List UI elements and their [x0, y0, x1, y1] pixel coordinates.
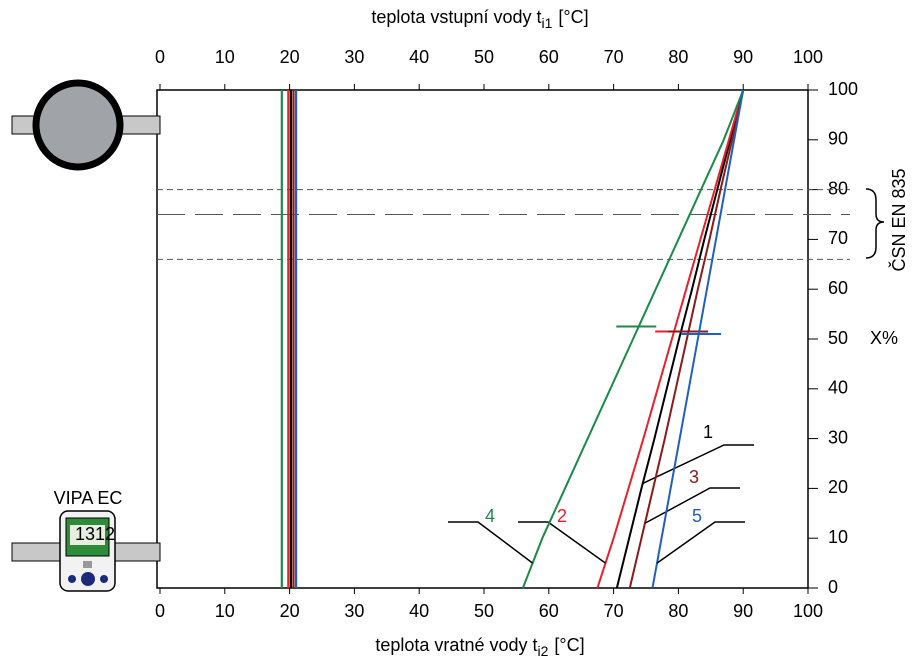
x-label-top-text: teplota vstupní vody t	[371, 7, 541, 27]
meter-button	[81, 572, 95, 586]
x-label-bottom-text: teplota vratné vody t	[375, 635, 537, 655]
x-label-bottom-unit: [°C]	[554, 635, 584, 655]
x-tick-label: 40	[409, 601, 429, 621]
y-tick-label: 40	[828, 378, 848, 398]
band-bracket	[865, 188, 885, 259]
y-tick-label: 30	[828, 427, 848, 447]
y-tick-label: 20	[828, 477, 848, 497]
y-tick-label: 90	[828, 129, 848, 149]
y-tick-label: 70	[828, 228, 848, 248]
x-tick-label: 50	[474, 47, 494, 67]
x-tick-label: 50	[474, 601, 494, 621]
y-label: X%	[870, 328, 898, 348]
x-tick-label: 0	[155, 601, 165, 621]
series-label: 2	[557, 506, 567, 526]
leader-line	[448, 521, 534, 564]
x-tick-label: 80	[668, 47, 688, 67]
x-tick-label: 20	[280, 601, 300, 621]
y-tick-label: 0	[828, 577, 838, 597]
x-label-top-unit: [°C]	[558, 7, 588, 27]
x-tick-label: 70	[604, 47, 624, 67]
series-label: 1	[703, 422, 713, 442]
x-tick-label: 90	[733, 47, 753, 67]
leader-line	[518, 521, 606, 564]
series-line	[615, 89, 745, 589]
series-label: 4	[485, 506, 495, 526]
series-line	[651, 89, 745, 589]
leader-line	[656, 521, 745, 564]
device-label: VIPA EC	[54, 488, 123, 508]
x-tick-label: 100	[793, 601, 823, 621]
x-tick-label: 90	[733, 601, 753, 621]
x-tick-label: 10	[215, 601, 235, 621]
x-label-top-sub: i1	[542, 15, 553, 31]
x-tick-label: 80	[668, 601, 688, 621]
meter-led	[83, 561, 92, 568]
x-label-bottom: teplota vratné vody ti2 [°C]	[375, 635, 584, 659]
x-tick-label: 0	[155, 47, 165, 67]
x-tick-label: 70	[604, 601, 624, 621]
y-tick-label: 80	[828, 178, 848, 198]
x-tick-label: 60	[539, 47, 559, 67]
meter-display	[70, 525, 105, 545]
series-line	[521, 89, 745, 589]
meter-value: 1312	[75, 524, 115, 544]
band-label: ČSN EN 835	[888, 168, 909, 271]
meter-button	[100, 575, 108, 583]
x-label-top: teplota vstupní vody ti1 [°C]	[371, 7, 588, 31]
series-label: 3	[689, 467, 699, 487]
series-line	[596, 89, 745, 589]
series-label: 5	[692, 506, 702, 526]
y-tick-label: 10	[828, 527, 848, 547]
x-tick-label: 30	[344, 601, 364, 621]
sensor	[32, 79, 124, 171]
x-tick-label: 30	[344, 47, 364, 67]
x-tick-label: 20	[280, 47, 300, 67]
x-label-bottom-sub: i2	[538, 643, 549, 659]
leader-line	[642, 444, 754, 485]
series-line	[628, 89, 745, 589]
y-tick-label: 50	[828, 328, 848, 348]
x-tick-label: 60	[539, 601, 559, 621]
x-tick-label: 40	[409, 47, 429, 67]
x-tick-label: 10	[215, 47, 235, 67]
y-tick-label: 100	[828, 79, 858, 99]
y-tick-label: 60	[828, 278, 848, 298]
x-tick-label: 100	[793, 47, 823, 67]
meter-button	[68, 575, 76, 583]
plot-frame	[156, 89, 809, 589]
